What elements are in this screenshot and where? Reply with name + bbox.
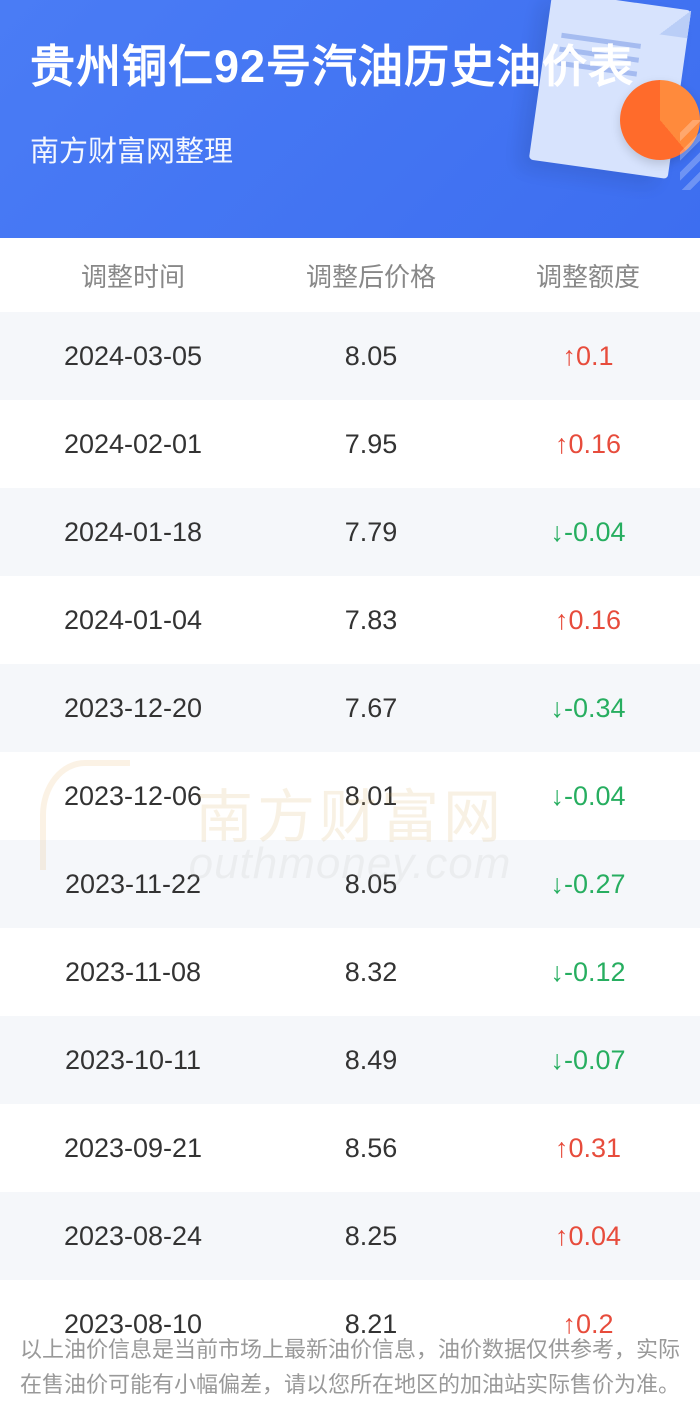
arrow-up-icon: ↑ bbox=[555, 1221, 569, 1251]
arrow-down-icon: ↓ bbox=[550, 517, 564, 547]
cell-change: ↓-0.04 bbox=[476, 517, 700, 548]
cell-change: ↑0.31 bbox=[476, 1133, 700, 1164]
cell-date: 2024-01-04 bbox=[0, 605, 266, 636]
cell-date: 2023-08-24 bbox=[0, 1221, 266, 1252]
table-row: 2024-03-058.05↑0.1 bbox=[0, 312, 700, 400]
arrow-up-icon: ↑ bbox=[562, 341, 576, 371]
cell-date: 2023-11-22 bbox=[0, 869, 266, 900]
arrow-down-icon: ↓ bbox=[550, 869, 564, 899]
arrow-down-icon: ↓ bbox=[550, 781, 564, 811]
cell-price: 8.01 bbox=[266, 781, 476, 812]
col-header-date: 调整时间 bbox=[0, 257, 266, 294]
table-header-row: 调整时间 调整后价格 调整额度 bbox=[0, 238, 700, 312]
cell-price: 8.25 bbox=[266, 1221, 476, 1252]
cell-change: ↑0.1 bbox=[476, 341, 700, 372]
table-row: 2024-02-017.95↑0.16 bbox=[0, 400, 700, 488]
cell-change: ↓-0.12 bbox=[476, 957, 700, 988]
cell-change: ↓-0.27 bbox=[476, 869, 700, 900]
cell-change: ↓-0.07 bbox=[476, 1045, 700, 1076]
table-row: 2023-10-118.49↓-0.07 bbox=[0, 1016, 700, 1104]
stripes-decoration bbox=[680, 120, 700, 190]
cell-price: 8.05 bbox=[266, 341, 476, 372]
page-subtitle: 南方财富网整理 bbox=[30, 128, 670, 170]
cell-price: 8.05 bbox=[266, 869, 476, 900]
cell-date: 2024-03-05 bbox=[0, 341, 266, 372]
cell-date: 2024-02-01 bbox=[0, 429, 266, 460]
cell-change: ↓-0.04 bbox=[476, 781, 700, 812]
table-row: 2023-09-218.56↑0.31 bbox=[0, 1104, 700, 1192]
arrow-up-icon: ↑ bbox=[555, 1133, 569, 1163]
table-row: 2024-01-187.79↓-0.04 bbox=[0, 488, 700, 576]
cell-date: 2023-11-08 bbox=[0, 957, 266, 988]
cell-price: 8.56 bbox=[266, 1133, 476, 1164]
cell-price: 8.32 bbox=[266, 957, 476, 988]
col-header-change: 调整额度 bbox=[476, 257, 700, 294]
arrow-up-icon: ↑ bbox=[555, 605, 569, 635]
table-row: 2024-01-047.83↑0.16 bbox=[0, 576, 700, 664]
table-body: 2024-03-058.05↑0.12024-02-017.95↑0.16202… bbox=[0, 312, 700, 1368]
cell-change: ↓-0.34 bbox=[476, 693, 700, 724]
cell-price: 8.49 bbox=[266, 1045, 476, 1076]
arrow-up-icon: ↑ bbox=[555, 429, 569, 459]
cell-date: 2023-09-21 bbox=[0, 1133, 266, 1164]
price-table: 调整时间 调整后价格 调整额度 2024-03-058.05↑0.12024-0… bbox=[0, 238, 700, 1368]
cell-date: 2023-12-06 bbox=[0, 781, 266, 812]
cell-change: ↑0.16 bbox=[476, 429, 700, 460]
header-decoration bbox=[450, 0, 700, 238]
cell-date: 2023-10-11 bbox=[0, 1045, 266, 1076]
table-row: 2023-08-248.25↑0.04 bbox=[0, 1192, 700, 1280]
table-row: 2023-12-068.01↓-0.04 bbox=[0, 752, 700, 840]
arrow-down-icon: ↓ bbox=[550, 957, 564, 987]
cell-change: ↑0.04 bbox=[476, 1221, 700, 1252]
col-header-price: 调整后价格 bbox=[266, 257, 476, 294]
header-banner: 贵州铜仁92号汽油历史油价表 南方财富网整理 bbox=[0, 0, 700, 238]
cell-price: 7.95 bbox=[266, 429, 476, 460]
cell-price: 7.67 bbox=[266, 693, 476, 724]
arrow-down-icon: ↓ bbox=[550, 693, 564, 723]
table-row: 2023-11-228.05↓-0.27 bbox=[0, 840, 700, 928]
cell-price: 7.83 bbox=[266, 605, 476, 636]
cell-date: 2023-12-20 bbox=[0, 693, 266, 724]
table-row: 2023-12-207.67↓-0.34 bbox=[0, 664, 700, 752]
cell-date: 2024-01-18 bbox=[0, 517, 266, 548]
cell-price: 7.79 bbox=[266, 517, 476, 548]
table-row: 2023-11-088.32↓-0.12 bbox=[0, 928, 700, 1016]
page-title: 贵州铜仁92号汽油历史油价表 bbox=[30, 40, 670, 94]
arrow-down-icon: ↓ bbox=[550, 1045, 564, 1075]
cell-change: ↑0.16 bbox=[476, 605, 700, 636]
footer-disclaimer: 以上油价信息是当前市场上最新油价信息，油价数据仅供参考，实际在售油价可能有小幅偏… bbox=[20, 1332, 680, 1402]
